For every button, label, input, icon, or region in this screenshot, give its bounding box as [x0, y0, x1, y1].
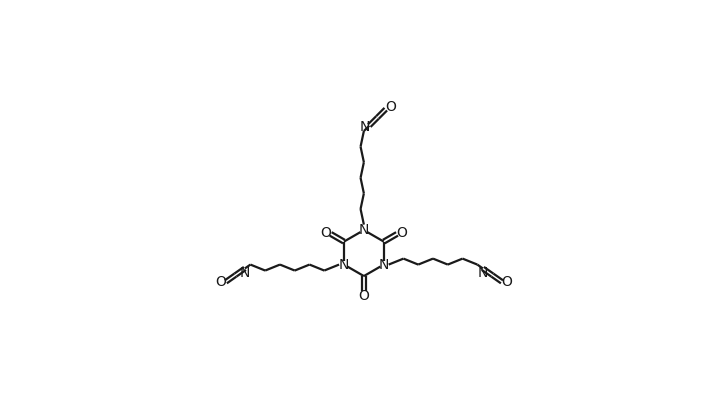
- Text: O: O: [396, 226, 408, 240]
- Text: N: N: [359, 120, 370, 134]
- Text: O: O: [215, 275, 226, 289]
- Text: N: N: [478, 266, 488, 280]
- Text: O: O: [386, 100, 396, 114]
- Text: N: N: [359, 223, 369, 237]
- Text: O: O: [502, 275, 513, 289]
- Text: N: N: [239, 266, 250, 280]
- Text: O: O: [320, 226, 332, 240]
- Text: N: N: [378, 258, 389, 271]
- Text: O: O: [359, 289, 369, 303]
- Text: N: N: [339, 258, 349, 271]
